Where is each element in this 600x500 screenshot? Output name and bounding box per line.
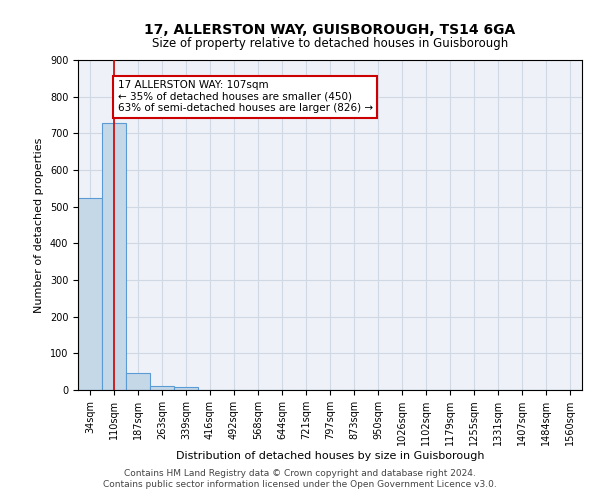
Text: Size of property relative to detached houses in Guisborough: Size of property relative to detached ho…	[152, 38, 508, 51]
Bar	[102, 123, 126, 390]
X-axis label: Distribution of detached houses by size in Guisborough: Distribution of detached houses by size …	[176, 451, 484, 461]
Bar	[126, 373, 150, 390]
Text: 17 ALLERSTON WAY: 107sqm
← 35% of detached houses are smaller (450)
63% of semi-: 17 ALLERSTON WAY: 107sqm ← 35% of detach…	[118, 80, 373, 114]
Text: 17, ALLERSTON WAY, GUISBOROUGH, TS14 6GA: 17, ALLERSTON WAY, GUISBOROUGH, TS14 6GA	[145, 22, 515, 36]
Bar	[174, 388, 198, 390]
Bar	[150, 386, 174, 390]
Text: Contains HM Land Registry data © Crown copyright and database right 2024.: Contains HM Land Registry data © Crown c…	[124, 468, 476, 477]
Text: Contains public sector information licensed under the Open Government Licence v3: Contains public sector information licen…	[103, 480, 497, 489]
Y-axis label: Number of detached properties: Number of detached properties	[34, 138, 44, 312]
Bar	[78, 198, 102, 390]
